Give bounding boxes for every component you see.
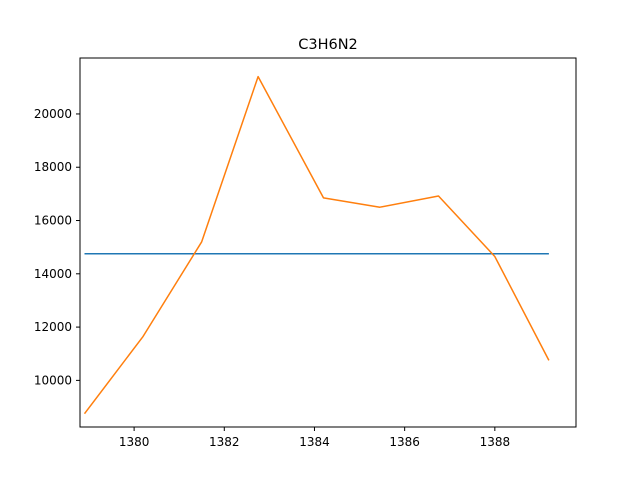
x-tick-label: 1388: [480, 435, 511, 449]
x-tick-label: 1382: [209, 435, 240, 449]
y-tick-label: 20000: [34, 107, 72, 121]
series-line-2: [83, 75, 550, 415]
chart-title: C3H6N2: [298, 37, 358, 53]
y-tick-label: 18000: [34, 160, 72, 174]
plot-area: [83, 75, 550, 415]
x-tick-label: 1384: [299, 435, 330, 449]
x-tick-label: 1386: [389, 435, 420, 449]
y-tick-label: 10000: [34, 373, 72, 387]
axes-frame: [79, 57, 577, 428]
x-tick-label: 1380: [119, 435, 150, 449]
x-axis: 1380 1382 1384 1386 1388: [119, 427, 510, 449]
y-tick-label: 16000: [34, 214, 72, 228]
y-axis: 10000 12000 14000 16000 18000 20000: [34, 107, 80, 387]
y-tick-label: 14000: [34, 267, 72, 281]
y-tick-label: 12000: [34, 320, 72, 334]
